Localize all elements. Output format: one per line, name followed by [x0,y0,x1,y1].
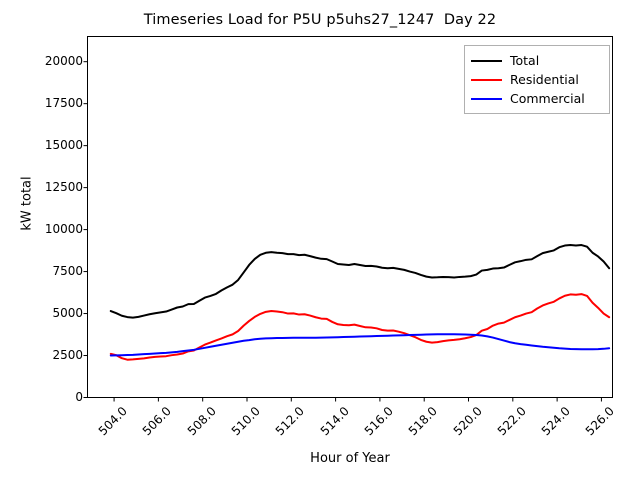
legend-item-total: Total [471,51,603,70]
y-tick-label: 5000 [52,305,83,320]
series-line-commercial [109,333,611,357]
matplotlib-figure: Timeseries Load for P5U p5uhs27_1247 Day… [0,0,618,480]
data-series-group [109,244,611,361]
chart-legend: Total Residential Commercial [464,45,610,114]
y-tick-label: 10000 [44,221,83,236]
legend-label-total: Total [510,53,540,68]
y-tick-label: 7500 [52,263,83,278]
legend-label-residential: Residential [510,72,579,87]
legend-swatch-residential [471,78,502,81]
y-tick-label: 20000 [44,53,83,68]
axis-tick-marks [83,61,602,402]
chart-title: Timeseries Load for P5U p5uhs27_1247 Day… [143,12,497,28]
series-line-total [109,244,611,319]
y-tick-label: 2500 [52,347,83,362]
y-tick-label: 15000 [44,137,83,152]
legend-label-commercial: Commercial [510,91,585,106]
y-tick-label: 17500 [44,95,83,110]
x-axis-label: Hour of Year [310,451,390,466]
y-axis-tick-labels: 0 2500 5000 7500 10000 12500 15000 17500 20000 [0,0,83,480]
legend-item-commercial: Commercial [471,89,603,108]
y-tick-label: 12500 [44,179,83,194]
legend-swatch-total [471,59,502,62]
legend-swatch-commercial [471,97,502,100]
legend-item-residential: Residential [471,70,603,89]
y-tick-label: 0 [75,389,83,404]
